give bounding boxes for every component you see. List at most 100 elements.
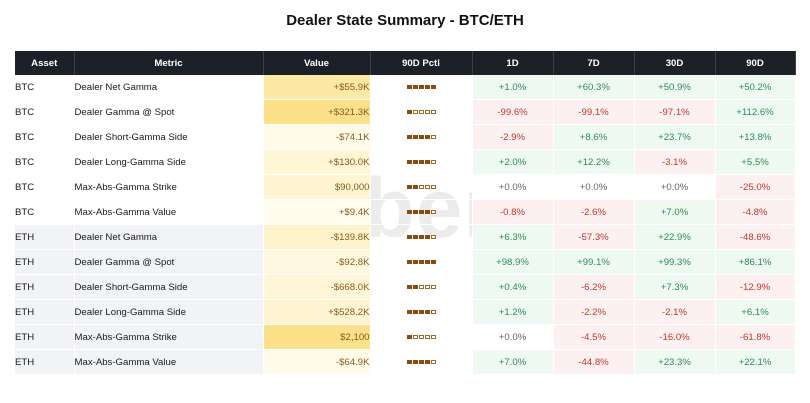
percentile-cell	[370, 124, 473, 150]
table-header-row: Asset Metric Value 90D Pctl 1D 7D 30D 90…	[15, 51, 796, 75]
table-row[interactable]: BTC Max-Abs-Gamma Strike $90,000 +0.0% +0.0%…	[15, 174, 796, 200]
page-title: Dealer State Summary - BTC/ETH	[286, 12, 524, 29]
percentile-cell	[370, 174, 473, 200]
table-body: BTC Dealer Net Gamma +$55.9K +1.0% +60.3% +50…	[15, 75, 796, 375]
change-cell-d7: -4.5%	[553, 324, 635, 350]
table-row[interactable]: ETH Dealer Gamma @ Spot -$92.8K +98.9% +99.1…	[15, 249, 796, 275]
percentile-segment	[406, 309, 412, 314]
change-cell-d1: +6.3%	[472, 224, 554, 250]
table-row[interactable]: ETH Max-Abs-Gamma Strike $2,100 +0.0% -4.5% -…	[15, 324, 796, 350]
column-header-pctl[interactable]: 90D Pctl	[370, 51, 473, 75]
percentile-segment	[406, 259, 412, 264]
metric-cell: Max-Abs-Gamma Strike	[74, 174, 264, 200]
change-cell-d7: -6.2%	[553, 274, 635, 300]
change-cell-d7: -2.6%	[553, 199, 635, 225]
asset-cell: ETH	[15, 274, 75, 300]
percentile-segment	[430, 259, 436, 264]
percentile-cell	[370, 349, 473, 375]
change-cell-d7: +8.6%	[553, 124, 635, 150]
percentile-segment	[406, 359, 412, 364]
percentile-segment	[424, 309, 430, 314]
column-header-7d[interactable]: 7D	[553, 51, 635, 75]
percentile-segment	[412, 309, 418, 314]
percentile-segment	[412, 234, 418, 239]
percentile-segment	[418, 309, 424, 314]
percentile-segment	[430, 109, 436, 114]
metric-cell: Dealer Long-Gamma Side	[74, 149, 264, 175]
value-cell: -$668.0K	[263, 274, 371, 300]
percentile-segment	[412, 284, 418, 289]
change-cell-d7: -44.8%	[553, 349, 635, 375]
table-row[interactable]: BTC Dealer Gamma @ Spot +$321.3K -99.6% -99.…	[15, 99, 796, 125]
percentile-bar	[406, 209, 436, 214]
percentile-segment	[406, 109, 412, 114]
value-cell: +$528.2K	[263, 299, 371, 325]
value-cell: $2,100	[263, 324, 371, 350]
table-row[interactable]: ETH Max-Abs-Gamma Value -$64.9K +7.0% -44.8%…	[15, 349, 796, 375]
percentile-segment	[412, 109, 418, 114]
percentile-segment	[412, 134, 418, 139]
percentile-segment	[424, 334, 430, 339]
percentile-segment	[424, 159, 430, 164]
percentile-segment	[424, 184, 430, 189]
percentile-cell	[370, 99, 473, 125]
table-row[interactable]: BTC Dealer Net Gamma +$55.9K +1.0% +60.3% +50…	[15, 75, 796, 100]
column-header-value[interactable]: Value	[263, 51, 371, 75]
change-cell-d1: -2.9%	[472, 124, 554, 150]
percentile-segment	[412, 184, 418, 189]
table-row[interactable]: ETH Dealer Long-Gamma Side +$528.2K +1.2% -2…	[15, 299, 796, 325]
percentile-segment	[430, 159, 436, 164]
metric-cell: Max-Abs-Gamma Value	[74, 349, 264, 375]
change-cell-d90: +86.1%	[715, 249, 796, 275]
percentile-segment	[418, 184, 424, 189]
change-cell-d30: +22.9%	[634, 224, 716, 250]
asset-cell: ETH	[15, 299, 75, 325]
change-cell-d90: +50.2%	[715, 75, 796, 100]
percentile-segment	[418, 259, 424, 264]
table-row[interactable]: BTC Dealer Long-Gamma Side +$130.0K +2.0% +1…	[15, 149, 796, 175]
change-cell-d1: +1.2%	[472, 299, 554, 325]
change-cell-d30: +50.9%	[634, 75, 716, 100]
percentile-segment	[424, 84, 430, 89]
change-cell-d90: +22.1%	[715, 349, 796, 375]
metric-cell: Dealer Short-Gamma Side	[74, 124, 264, 150]
percentile-segment	[418, 134, 424, 139]
table-row[interactable]: ETH Dealer Net Gamma -$139.8K +6.3% -57.3% +2…	[15, 224, 796, 250]
change-cell-d7: -99.1%	[553, 99, 635, 125]
percentile-segment	[424, 134, 430, 139]
column-header-90d[interactable]: 90D	[715, 51, 796, 75]
percentile-segment	[430, 309, 436, 314]
percentile-bar	[406, 309, 436, 314]
table-row[interactable]: BTC Dealer Short-Gamma Side -$74.1K -2.9% +8…	[15, 124, 796, 150]
change-cell-d1: -0.8%	[472, 199, 554, 225]
change-cell-d90: -25.0%	[715, 174, 796, 200]
value-cell: +$9.4K	[263, 199, 371, 225]
change-cell-d90: +13.8%	[715, 124, 796, 150]
value-cell: +$55.9K	[263, 75, 371, 100]
column-header-1d[interactable]: 1D	[472, 51, 554, 75]
table-row[interactable]: ETH Dealer Short-Gamma Side -$668.0K +0.4% -…	[15, 274, 796, 300]
percentile-segment	[406, 284, 412, 289]
column-header-metric[interactable]: Metric	[74, 51, 264, 75]
percentile-cell	[370, 199, 473, 225]
percentile-segment	[424, 359, 430, 364]
value-cell: -$139.8K	[263, 224, 371, 250]
percentile-cell	[370, 224, 473, 250]
change-cell-d1: +98.9%	[472, 249, 554, 275]
column-header-asset[interactable]: Asset	[15, 51, 75, 75]
percentile-segment	[406, 209, 412, 214]
percentile-segment	[430, 284, 436, 289]
change-cell-d30: +23.7%	[634, 124, 716, 150]
asset-cell: BTC	[15, 124, 75, 150]
change-cell-d90: +5.5%	[715, 149, 796, 175]
value-cell: +$130.0K	[263, 149, 371, 175]
change-cell-d1: +2.0%	[472, 149, 554, 175]
column-header-30d[interactable]: 30D	[634, 51, 716, 75]
table-row[interactable]: BTC Max-Abs-Gamma Value +$9.4K -0.8% -2.6% +7…	[15, 199, 796, 225]
change-cell-d30: -3.1%	[634, 149, 716, 175]
change-cell-d30: +99.3%	[634, 249, 716, 275]
change-cell-d90: -12.9%	[715, 274, 796, 300]
percentile-segment	[418, 109, 424, 114]
percentile-segment	[406, 159, 412, 164]
percentile-bar	[406, 334, 436, 339]
